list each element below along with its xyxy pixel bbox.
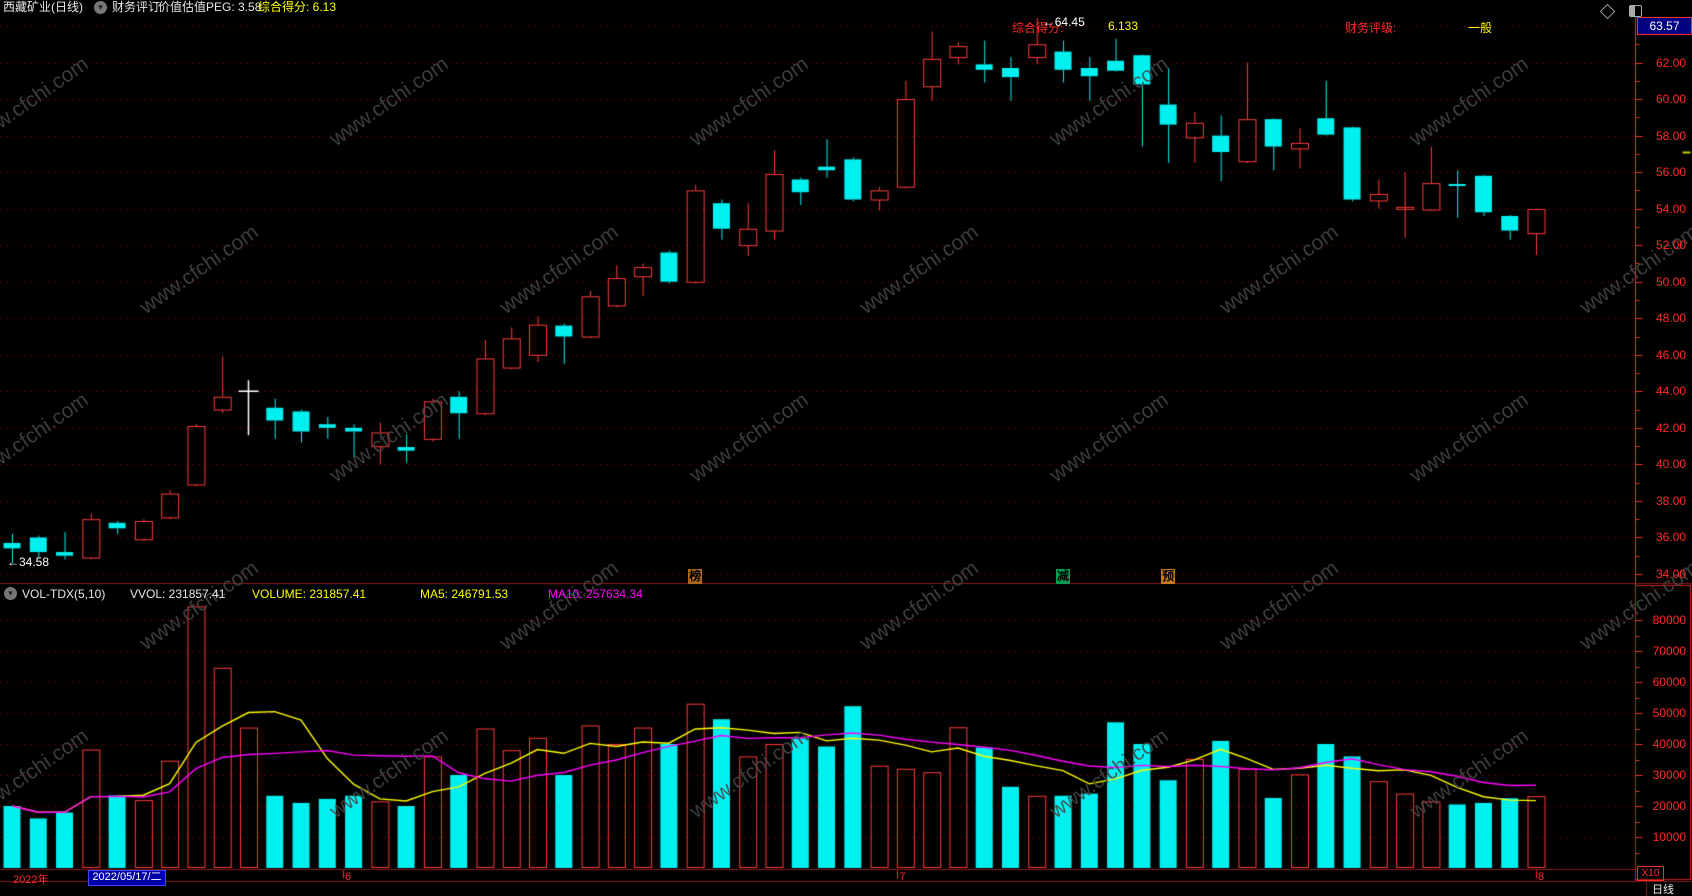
price-axis-label: 40.00 [1655, 457, 1686, 472]
price-axis-label: 34.00 [1655, 566, 1686, 581]
year-label: 2022年 [13, 874, 49, 886]
price-axis-label: 36.00 [1655, 530, 1686, 545]
chevron-down-icon[interactable]: ▾ [94, 1, 107, 14]
volume-axis-label: 40000 [1652, 737, 1686, 751]
financial-rating-value: 一般 [1468, 21, 1493, 35]
price-axis-label: 62.00 [1655, 55, 1686, 70]
price-axis-label: 48.00 [1655, 311, 1686, 326]
menu-financial-rating[interactable]: 财务评订 [112, 0, 161, 14]
price-axis-label: 60.00 [1655, 92, 1686, 107]
period-selector[interactable]: 日线 [1652, 884, 1674, 896]
event-marker[interactable]: 预 [1161, 569, 1176, 584]
vvol-value: VVOL: 231857.41 [130, 587, 226, 601]
symbol-title: 西藏矿业(日线) [3, 0, 83, 14]
cursor-date-box: 2022/05/17/二 [88, 870, 166, 886]
price-axis-label: 44.00 [1655, 384, 1686, 399]
composite-score-label: 综合得分: 6.13 [258, 0, 337, 14]
month-tick-label: 7 [899, 871, 906, 883]
volume-axis-label: 70000 [1652, 644, 1686, 658]
top-bar: 西藏矿业(日线) ▾ 财务评订 价值估值PEG: 3.58 综合得分: 6.13 [0, 0, 1692, 20]
low-price-annotation: ←34.58 [7, 555, 50, 570]
volume-value: VOLUME: 231857.41 [252, 587, 367, 601]
event-marker[interactable]: 减 [1056, 569, 1071, 584]
price-axis-label: 58.00 [1655, 128, 1686, 143]
price-axis-label: 38.00 [1655, 493, 1686, 508]
price-axis-label: 52.00 [1655, 238, 1686, 253]
price-axis-label: 42.00 [1655, 420, 1686, 435]
financial-rating-label: 财务评级: [1345, 21, 1397, 35]
price-axis-label: 50.00 [1655, 274, 1686, 289]
month-tick-label: 8 [1538, 871, 1545, 883]
peg-value-label: 价值估值PEG: 3.58 [158, 0, 262, 14]
ma10-value: MA10: 257634.34 [548, 587, 643, 601]
volume-axis-label: 50000 [1652, 706, 1686, 720]
volume-indicator-label[interactable]: VOL-TDX(5,10) [22, 587, 106, 601]
volume-axis-label: 60000 [1652, 675, 1686, 689]
event-marker[interactable]: 榜 [688, 569, 703, 584]
last-price-box: 63.57 [1637, 17, 1692, 35]
price-axis-label: 46.00 [1655, 347, 1686, 362]
chevron-down-icon[interactable]: ▾ [4, 587, 17, 600]
month-tick-label: 6 [345, 871, 352, 883]
volume-axis-label: 80000 [1652, 613, 1686, 627]
ma5-value: MA5: 246791.53 [420, 587, 509, 601]
score-overlay-label: 综合得分: [1012, 21, 1064, 35]
peak-price-annotation: ←64.45 [1042, 15, 1085, 29]
score-overlay-value: 6.133 [1108, 19, 1139, 33]
volume-axis-label: 30000 [1652, 768, 1686, 782]
volume-axis-label: 10000 [1652, 830, 1686, 844]
price-axis-label: 56.00 [1655, 165, 1686, 180]
volume-axis-label: 20000 [1652, 799, 1686, 813]
volume-unit-label: X10 [1637, 866, 1664, 881]
price-axis-label: 54.00 [1655, 201, 1686, 216]
split-panel-icon[interactable] [1629, 5, 1642, 17]
